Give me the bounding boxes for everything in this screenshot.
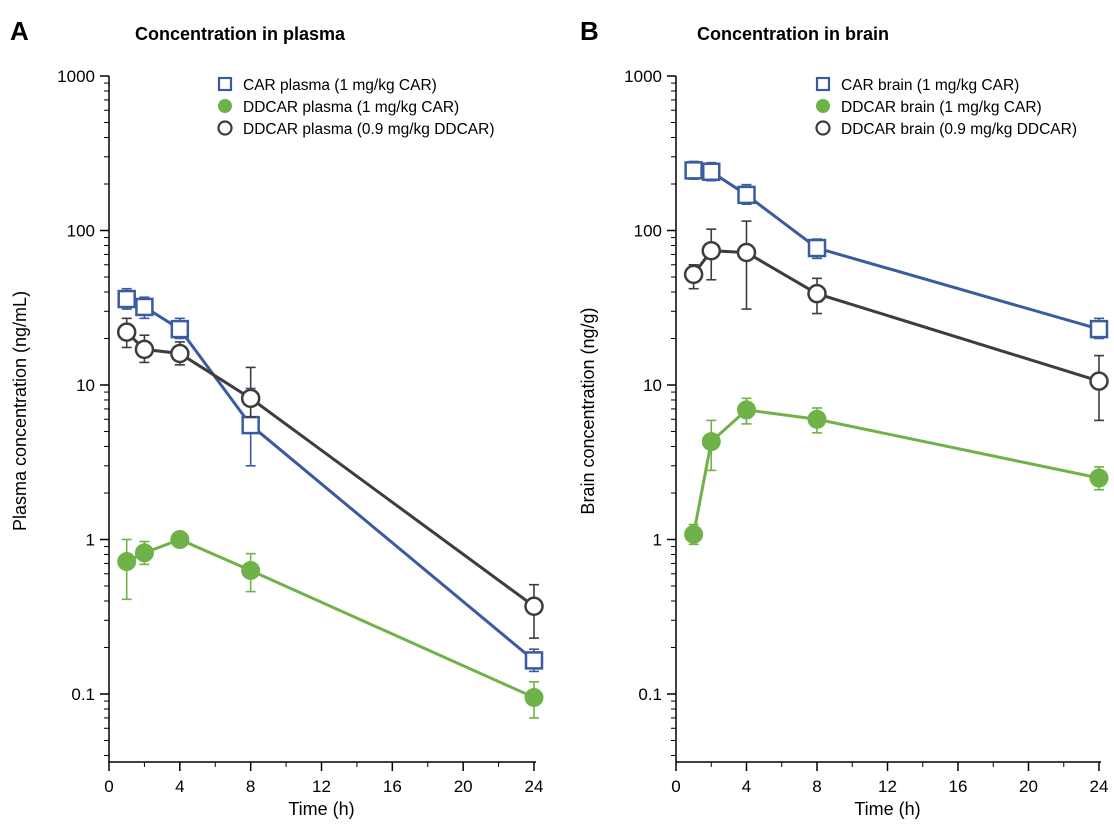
y-tick-label: 1000 xyxy=(57,67,95,86)
legend-label: DDCAR plasma (1 mg/kg CAR) xyxy=(243,99,459,116)
x-axis-label: Time (h) xyxy=(854,799,920,819)
legend-marker xyxy=(217,120,233,136)
data-point xyxy=(807,409,827,429)
data-point xyxy=(170,319,190,339)
series-2 xyxy=(683,220,1109,422)
data-point xyxy=(241,561,261,581)
x-tick-label: 12 xyxy=(878,777,897,796)
x-tick-label: 16 xyxy=(949,777,968,796)
legend-marker xyxy=(816,99,830,113)
series-line xyxy=(125,331,535,608)
x-tick-label: 8 xyxy=(812,777,821,796)
data-point xyxy=(134,543,154,563)
legend-label: DDCAR brain (0.9 mg/kg DDCAR) xyxy=(841,121,1077,138)
chart-panel-a: A Concentration in plasma 0.1 1 10 100 1000 0 4 8… xyxy=(10,16,544,819)
chart-title: Concentration in brain xyxy=(697,24,889,44)
data-point xyxy=(241,415,260,435)
x-tick-label: 4 xyxy=(742,777,751,796)
series-1 xyxy=(117,530,544,719)
y-tick-label: 0.1 xyxy=(638,685,662,704)
x-tick-label: 24 xyxy=(525,777,544,796)
data-point xyxy=(524,687,544,707)
legend-label: CAR plasma (1 mg/kg CAR) xyxy=(243,77,437,94)
legend-marker xyxy=(217,76,233,92)
data-point xyxy=(1089,319,1109,339)
y-axis-label: Plasma concentration (ng/mL) xyxy=(10,291,30,531)
data-point xyxy=(737,185,756,205)
series-0 xyxy=(684,160,1109,340)
data-point xyxy=(524,596,544,616)
data-point xyxy=(684,524,704,544)
x-tick-label: 4 xyxy=(175,777,184,796)
chart-panel-b: B Concentration in brain 0.1 1 10 100 1000 0 4 8 1… xyxy=(578,16,1109,819)
data-point xyxy=(135,297,154,317)
legend: CAR brain (1 mg/kg CAR) DDCAR brain (1 mg… xyxy=(815,76,1077,138)
legend-marker xyxy=(815,76,831,92)
chart-title: Concentration in plasma xyxy=(135,24,346,44)
data-point xyxy=(170,530,190,549)
x-tick-label: 8 xyxy=(246,777,255,796)
data-point xyxy=(807,238,827,258)
data-point xyxy=(702,162,721,182)
data-point xyxy=(737,400,756,420)
legend-label: DDCAR plasma (0.9 mg/kg DDCAR) xyxy=(243,121,495,138)
x-tick-label: 12 xyxy=(312,777,331,796)
y-tick-label: 100 xyxy=(634,222,662,241)
x-tick-label: 0 xyxy=(671,777,680,796)
y-tick-label: 10 xyxy=(643,376,662,395)
series-line xyxy=(692,408,1100,535)
series-2 xyxy=(116,317,544,639)
x-tick-label: 16 xyxy=(383,777,402,796)
y-tick-label: 1 xyxy=(653,531,662,550)
data-point xyxy=(736,242,757,263)
data-point xyxy=(807,283,827,304)
x-tick-label: 24 xyxy=(1090,777,1109,796)
y-tick-label: 100 xyxy=(67,222,95,241)
x-tick-label: 0 xyxy=(104,777,113,796)
y-tick-label: 10 xyxy=(76,376,95,395)
legend-marker xyxy=(218,99,232,113)
x-axis-label: Time (h) xyxy=(288,799,354,819)
x-tick-label: 20 xyxy=(1019,777,1038,796)
data-point xyxy=(683,264,704,285)
y-tick-label: 0.1 xyxy=(71,685,95,704)
data-point xyxy=(170,343,190,364)
data-point xyxy=(701,432,721,452)
data-point xyxy=(117,289,136,309)
x-tick-label: 20 xyxy=(454,777,473,796)
data-point xyxy=(134,339,155,360)
panel-label: A xyxy=(10,16,29,46)
legend-marker xyxy=(815,120,831,136)
data-point xyxy=(684,161,703,180)
data-point xyxy=(524,651,544,670)
legend-label: CAR brain (1 mg/kg CAR) xyxy=(841,77,1019,94)
legend-label: DDCAR brain (1 mg/kg CAR) xyxy=(841,99,1042,116)
y-tick-label: 1000 xyxy=(624,67,662,86)
y-tick-label: 1 xyxy=(86,531,95,550)
data-point xyxy=(240,388,261,409)
y-axis-label: Brain concentration (ng/g) xyxy=(578,307,598,514)
legend: CAR plasma (1 mg/kg CAR) DDCAR plasma (1 … xyxy=(217,76,495,138)
data-point xyxy=(1089,371,1109,391)
series-1 xyxy=(684,397,1109,546)
data-point xyxy=(116,322,137,342)
data-point xyxy=(117,552,137,572)
data-point xyxy=(1089,468,1109,488)
data-point xyxy=(701,240,721,261)
panel-label: B xyxy=(580,16,599,46)
